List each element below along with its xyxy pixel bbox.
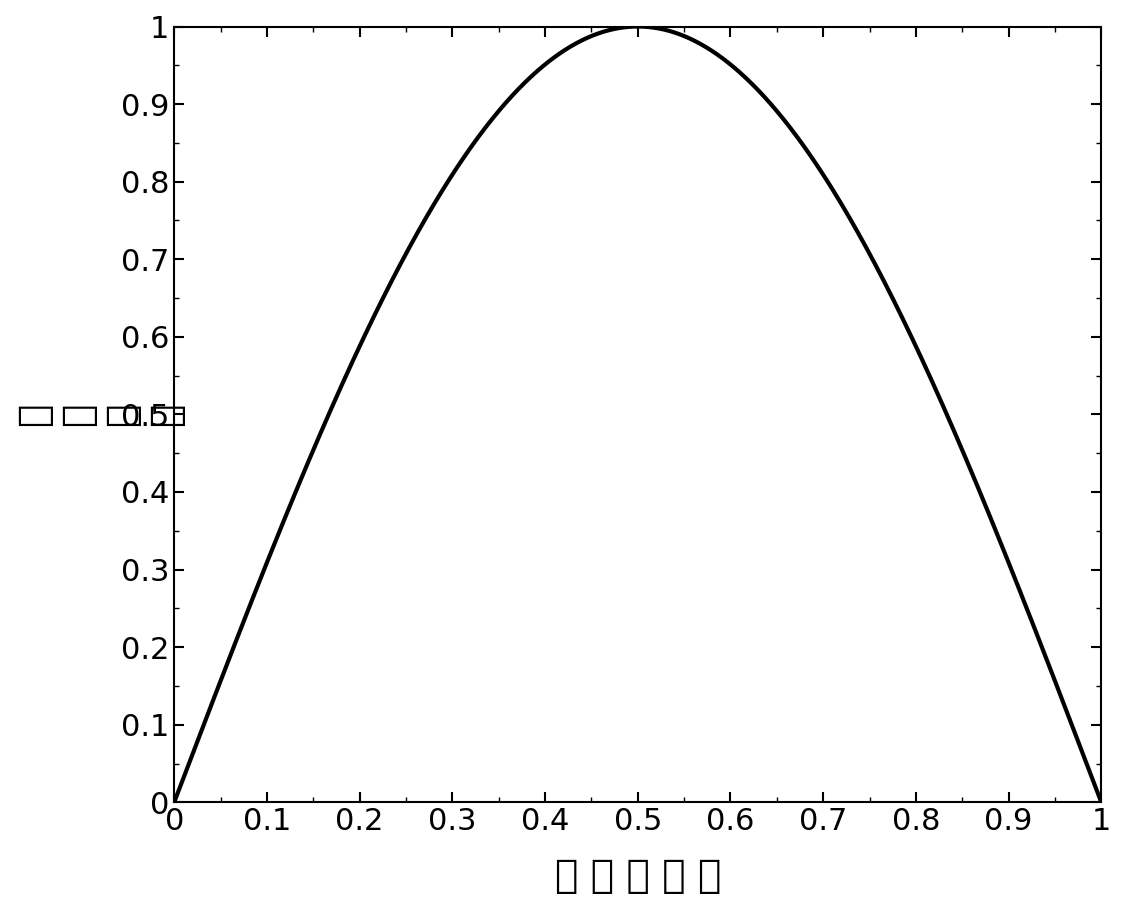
X-axis label: 光 板 占 空 比: 光 板 占 空 比 <box>555 857 721 895</box>
Y-axis label: 耦
合
系
数: 耦 合 系 数 <box>15 403 185 426</box>
